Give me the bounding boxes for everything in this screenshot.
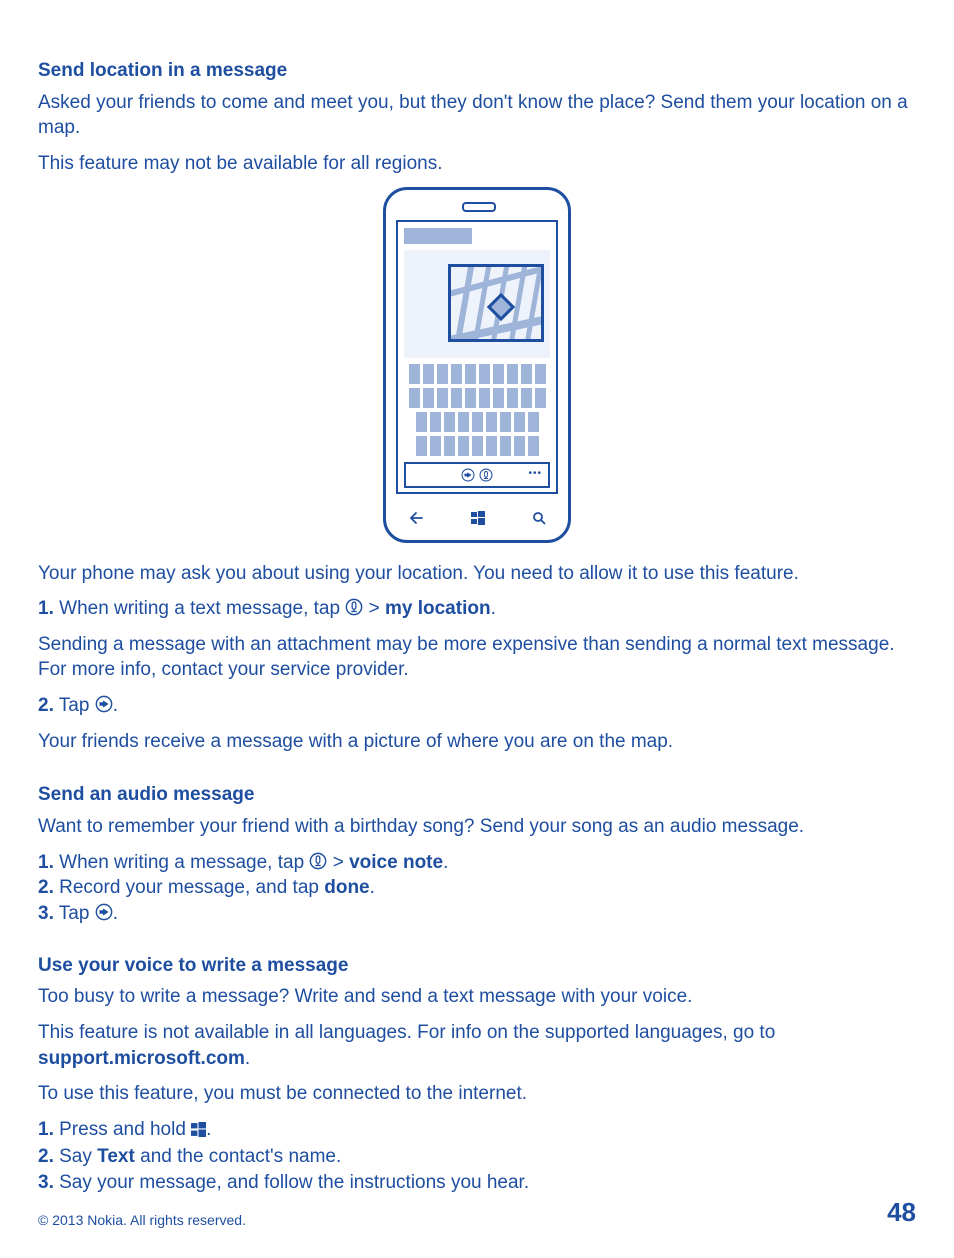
- step-text: .: [113, 695, 118, 716]
- step-number: 2.: [38, 1146, 54, 1167]
- illustration-container: •••: [38, 187, 916, 543]
- manual-page: Send location in a message Asked your fr…: [0, 0, 954, 1258]
- step-bold: voice note: [349, 852, 443, 873]
- step-text: .: [113, 903, 118, 924]
- paragraph: Too busy to write a message? Write and s…: [38, 984, 916, 1010]
- page-footer: © 2013 Nokia. All rights reserved. 48: [38, 1195, 916, 1230]
- step-text: .: [491, 598, 496, 619]
- phone-outline: •••: [383, 187, 571, 543]
- step-number: 2.: [38, 695, 54, 716]
- step: 2. Say Text and the contact's name.: [38, 1144, 916, 1170]
- step-bold: done: [324, 877, 369, 898]
- step-number: 1.: [38, 852, 54, 873]
- step-number: 3.: [38, 903, 54, 924]
- send-icon: [95, 903, 113, 921]
- step: 1. When writing a text message, tap > my…: [38, 596, 916, 622]
- step-text: When writing a message, tap: [54, 852, 310, 873]
- copyright: © 2013 Nokia. All rights reserved.: [38, 1211, 246, 1230]
- paragraph: Sending a message with an attachment may…: [38, 632, 916, 683]
- heading-voice-write: Use your voice to write a message: [38, 953, 916, 979]
- step: 2. Record your message, and tap done.: [38, 875, 916, 901]
- windows-icon: [191, 1119, 206, 1145]
- paragraph: Want to remember your friend with a birt…: [38, 814, 916, 840]
- step-text: >: [363, 598, 385, 619]
- step-text: Tap: [54, 903, 95, 924]
- step-text: Say your message, and follow the instruc…: [54, 1172, 529, 1193]
- paragraph: This feature is not available in all lan…: [38, 1020, 916, 1071]
- paragraph: Asked your friends to come and meet you,…: [38, 90, 916, 141]
- search-icon: [532, 511, 546, 525]
- map-area: [404, 250, 550, 358]
- app-bar: •••: [404, 462, 550, 488]
- more-icon: •••: [528, 467, 542, 481]
- paragraph-text: .: [245, 1048, 250, 1069]
- phone-screen: •••: [396, 220, 558, 494]
- attach-icon: [345, 598, 363, 616]
- step: 3. Tap .: [38, 901, 916, 927]
- step-text: .: [370, 877, 375, 898]
- screen-header-bar: [404, 228, 472, 244]
- step-text: and the contact's name.: [135, 1146, 341, 1167]
- send-icon: [95, 695, 113, 713]
- paragraph: Your friends receive a message with a pi…: [38, 729, 916, 755]
- step: 1. When writing a message, tap > voice n…: [38, 850, 916, 876]
- paragraph: This feature may not be available for al…: [38, 151, 916, 177]
- attach-icon: [479, 468, 493, 482]
- step-text: Say: [54, 1146, 97, 1167]
- map-frame: [448, 264, 544, 342]
- page-number: 48: [887, 1195, 916, 1230]
- step-number: 1.: [38, 598, 54, 619]
- phone-nav-buttons: [396, 506, 558, 530]
- windows-icon: [471, 511, 485, 525]
- step-text: .: [206, 1119, 211, 1140]
- step: 3. Say your message, and follow the inst…: [38, 1170, 916, 1196]
- step-text: >: [327, 852, 349, 873]
- paragraph: Your phone may ask you about using your …: [38, 561, 916, 587]
- step-text: Tap: [54, 695, 95, 716]
- back-icon: [408, 511, 424, 525]
- phone-speaker: [462, 202, 496, 212]
- step-text: .: [443, 852, 448, 873]
- step-text: Record your message, and tap: [54, 877, 324, 898]
- step-number: 2.: [38, 877, 54, 898]
- attach-icon: [309, 852, 327, 870]
- step: 2. Tap .: [38, 693, 916, 719]
- keyboard-area: [404, 364, 550, 460]
- heading-send-location: Send location in a message: [38, 58, 916, 84]
- step-text: When writing a text message, tap: [54, 598, 345, 619]
- step-bold: Text: [97, 1146, 135, 1167]
- step-number: 1.: [38, 1119, 54, 1140]
- send-icon: [461, 468, 475, 482]
- paragraph-text: This feature is not available in all lan…: [38, 1022, 775, 1043]
- step-number: 3.: [38, 1172, 54, 1193]
- step-text: Press and hold: [54, 1119, 191, 1140]
- paragraph: To use this feature, you must be connect…: [38, 1081, 916, 1107]
- link-text: support.microsoft.com: [38, 1048, 245, 1069]
- step: 1. Press and hold .: [38, 1117, 916, 1145]
- step-bold: my location: [385, 598, 491, 619]
- location-marker-icon: [487, 292, 515, 320]
- heading-send-audio: Send an audio message: [38, 782, 916, 808]
